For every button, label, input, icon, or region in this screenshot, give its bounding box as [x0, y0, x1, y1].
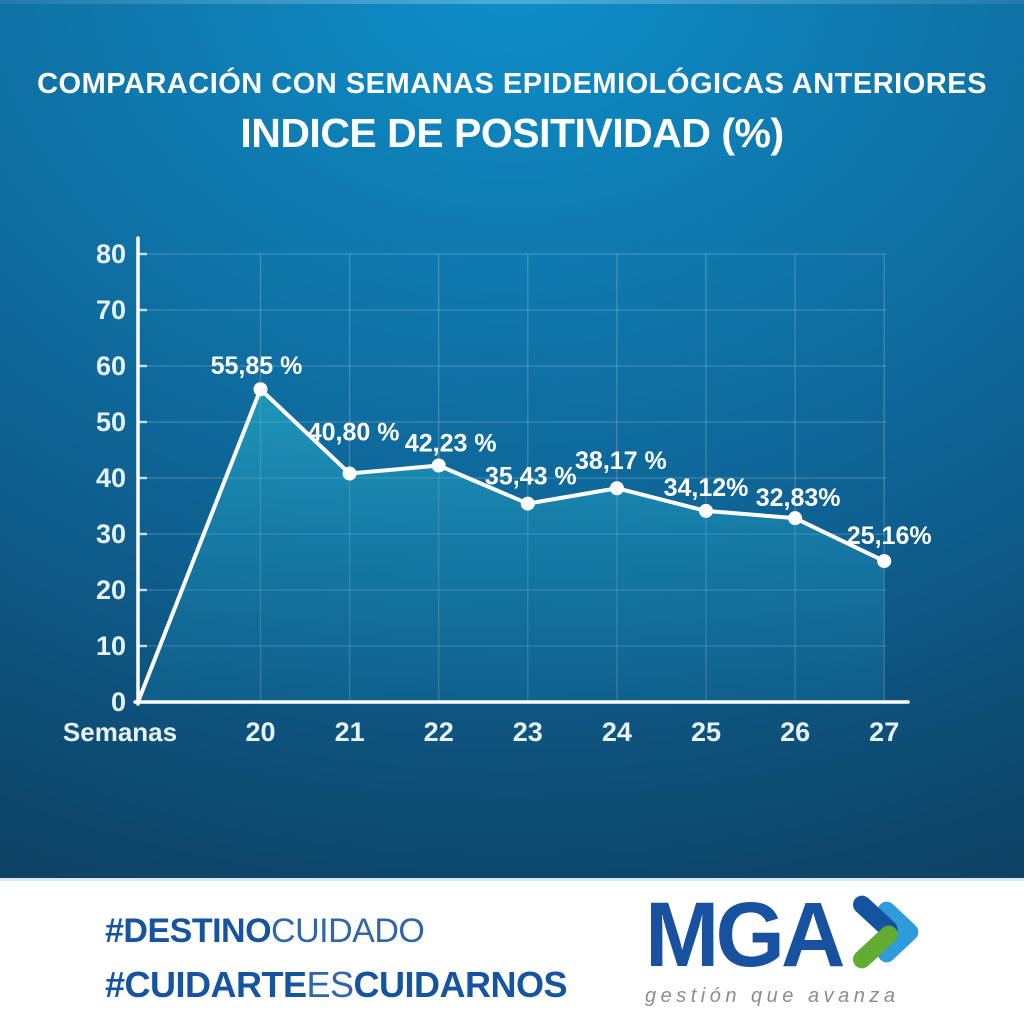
hashtag2-light: ES	[306, 964, 355, 1005]
data-labels: 55,85 % 40,80 % 42,23 % 35,43 %38,17 %34,12…	[211, 352, 932, 550]
svg-text:55,85 %: 55,85 %	[211, 352, 303, 380]
svg-text:10: 10	[96, 631, 126, 661]
chevron-lightblue-segment	[877, 901, 918, 963]
svg-text:25: 25	[691, 717, 721, 747]
x-tick-labels: 20 21 22 23 24 25 26 27	[245, 717, 899, 747]
y-tick-labels: 0 10 20 30 40 50 60 70 80	[96, 239, 126, 717]
svg-text:24: 24	[602, 717, 632, 747]
svg-text:40,80 %: 40,80 %	[308, 419, 400, 447]
svg-text:34,12%: 34,12%	[664, 474, 749, 502]
chart-panel: 55,85 % 40,80 % 42,23 % 35,43 % 38,17 % 34,12…	[0, 0, 1024, 881]
svg-text:70: 70	[96, 295, 126, 325]
svg-text:20: 20	[96, 575, 126, 605]
svg-text:32,83%: 32,83%	[756, 484, 841, 512]
hashtag-destino-cuidado: #DESTINOCUIDADO	[105, 912, 567, 951]
svg-text:40: 40	[96, 463, 126, 493]
footer: #DESTINOCUIDADO #CUIDARTEESCUIDARNOS MGA…	[0, 881, 1024, 1024]
svg-text:38,17 %: 38,17 %	[575, 447, 667, 475]
svg-text:0: 0	[111, 687, 126, 717]
mga-tagline: gestión que avanza	[645, 985, 900, 1007]
svg-text:27: 27	[869, 717, 899, 747]
svg-text:80: 80	[96, 239, 126, 269]
mga-logo-text: MGA	[645, 884, 845, 986]
positivity-line-chart: 55,85 % 40,80 % 42,23 % 35,43 %38,17 %34,12…	[62, 236, 932, 747]
svg-text:21: 21	[335, 717, 365, 747]
svg-text:22: 22	[424, 717, 454, 747]
chevron-darkblue-segment	[852, 895, 898, 939]
mga-chevron-icon	[852, 895, 918, 969]
svg-text:50: 50	[96, 407, 126, 437]
svg-text:26: 26	[780, 717, 810, 747]
chart-title: INDICE DE POSITIVIDAD (%)	[240, 110, 784, 157]
data-points	[253, 382, 892, 569]
chevron-green-segment	[852, 925, 898, 969]
svg-text:25,16%: 25,16%	[847, 522, 932, 550]
svg-text:42,23 %: 42,23 %	[405, 430, 497, 458]
svg-text:60: 60	[96, 351, 126, 381]
svg-text:20: 20	[245, 717, 275, 747]
y-axis-ticks	[138, 252, 147, 648]
chart-subtitle: COMPARACIÓN CON SEMANAS EPIDEMIOLÓGICAS …	[37, 68, 987, 100]
svg-text:23: 23	[513, 717, 543, 747]
axes	[133, 236, 910, 706]
hashtag2-bold2: CUIDARNOS	[353, 964, 568, 1005]
hashtag2-bold1: #CUIDARTE	[105, 964, 307, 1005]
hashtag-cuidarte-es-cuidarnos: #CUIDARTEESCUIDARNOS	[105, 964, 568, 1006]
hashtags: #DESTINOCUIDADO #CUIDARTEESCUIDARNOS	[105, 912, 568, 1006]
chart-titles: COMPARACIÓN CON SEMANAS EPIDEMIOLÓGICAS …	[0, 68, 1024, 156]
mga-logo-row: MGA	[645, 889, 934, 981]
hashtag1-bold: #DESTINO	[105, 912, 272, 950]
mga-logo: MGA gestión que avanza	[645, 889, 934, 1008]
hashtag1-light: CUIDADO	[271, 912, 425, 950]
svg-text:30: 30	[96, 519, 126, 549]
svg-text:35,43 %: 35,43 %	[485, 463, 577, 491]
x-axis-title: Semanas	[63, 717, 177, 747]
area-fill	[138, 389, 885, 702]
